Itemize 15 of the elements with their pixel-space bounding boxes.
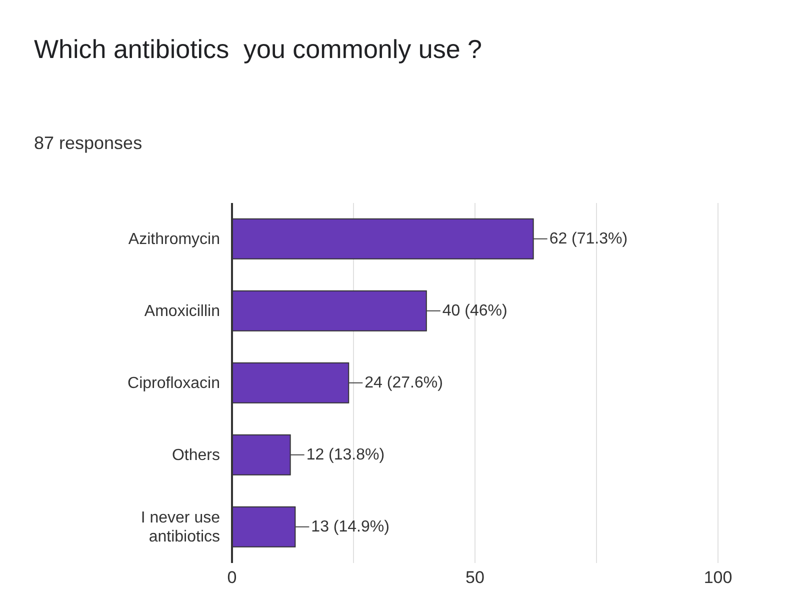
y-tick-label: Azithromycin bbox=[128, 230, 220, 248]
y-tick-label: I never use antibiotics bbox=[140, 509, 220, 545]
data-label: 40 (46%) bbox=[442, 302, 508, 320]
x-tick-label: 0 bbox=[227, 568, 237, 588]
data-label: 24 (27.6%) bbox=[364, 374, 443, 392]
y-tick-label: Others bbox=[172, 446, 220, 464]
data-label: 13 (14.9%) bbox=[311, 518, 390, 536]
y-tick-label: Amoxicillin bbox=[144, 302, 220, 320]
data-label: 12 (13.8%) bbox=[306, 446, 385, 464]
chart-title: Which antibiotics you commonly use ? bbox=[34, 33, 483, 66]
x-tick-label: 50 bbox=[466, 568, 484, 588]
chart-subtitle: 87 responses bbox=[34, 133, 142, 154]
data-label: 62 (71.3%) bbox=[549, 230, 628, 248]
x-tick-label: 100 bbox=[704, 568, 732, 588]
y-tick-label: Ciprofloxacin bbox=[128, 374, 220, 392]
